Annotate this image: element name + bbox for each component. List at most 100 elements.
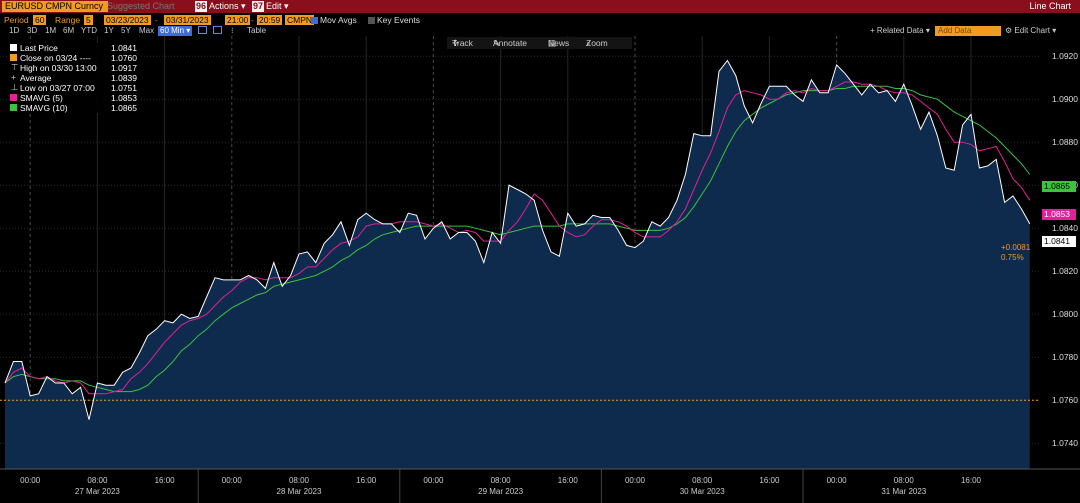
date-label: 31 Mar 2023 [881,487,927,496]
legend-last-price[interactable]: Last Price 1.0841 [8,43,139,53]
end-date-field[interactable]: 03/31/2023 [164,15,211,25]
range-hint[interactable]: 5 [84,15,93,25]
sma10-tag: 1.0865 [1042,181,1076,192]
legend-value: 1.0865 [111,103,137,113]
high-marker-icon: ⊤ [11,62,19,72]
date-label: 29 Mar 2023 [478,487,524,496]
price-line [4,59,1031,420]
y-tick-label: 1.0880 [1052,137,1078,148]
change-percent: 0.75% [1001,253,1024,262]
legend-low[interactable]: ⊥ Low on 03/27 07:00 1.0751 [8,82,139,93]
bar-style-icon[interactable] [213,26,222,36]
settings-icon: ⚙ [1005,26,1013,35]
end-time-field[interactable]: 20:59 [257,15,283,25]
y-tick-label: 1.0900 [1052,94,1078,105]
legend-label: Low on 03/27 07:00 [20,83,95,93]
x-tick-label: 00:00 [826,476,847,485]
range-3d-button[interactable]: 3D [27,26,38,35]
related-data-label: Related Data [876,26,924,35]
mov-avgs-label: Mov Avgs [320,15,357,25]
suggested-chart-label[interactable]: Suggested Chart [107,1,175,11]
y-tick-label: 1.0920 [1052,51,1078,62]
checkbox-checked-icon [311,17,318,24]
sma10-line [4,85,1031,393]
sma5-line [4,81,1031,395]
magenta-square-icon [10,94,17,101]
date-label: 30 Mar 2023 [679,487,725,496]
time-separator: - [251,15,254,25]
average-marker-icon: + [11,72,16,82]
x-tick-label: 16:00 [356,476,377,485]
annotate-label: Annotate [493,38,528,48]
legend-close[interactable]: Close on 03/24 ---- 1.0760 [8,53,139,63]
legend-sma5[interactable]: SMAVG (5) 1.0853 [8,93,139,103]
legend-value: 1.0839 [111,73,137,83]
date-separator: - [155,15,158,25]
add-data-input[interactable]: Add Data [935,26,1001,36]
actions-menu[interactable]: 96 Actions ▾ [192,1,249,12]
edit-menu[interactable]: 97 Edit ▾ [249,1,292,12]
x-tick-label: 16:00 [960,476,982,485]
y-tick-label: 1.0820 [1052,266,1078,277]
legend-sma10[interactable]: SMAVG (10) 1.0865 [8,103,139,113]
range-1d-button[interactable]: 1D [9,26,20,35]
legend-value: 1.0853 [111,93,137,103]
last-price-tag: 1.0841 [1042,236,1076,247]
range-6m-button[interactable]: 6M [63,26,75,35]
legend-label: Close on 03/24 ---- [20,53,91,63]
y-tick-label: 1.0780 [1052,352,1078,363]
x-tick-label: 08:00 [288,476,310,485]
ticker-field[interactable]: EURUSD CMPN Curncy [2,1,108,12]
legend-label: Last Price [20,43,58,53]
x-tick-label: 08:00 [87,476,108,485]
line-style-icon[interactable] [198,26,207,36]
range-5y-button[interactable]: 5Y [121,26,131,35]
interval-label: 60 Min [160,26,185,35]
range-1m-button[interactable]: 1M [45,26,57,35]
legend-label: SMAVG (10) [20,103,68,113]
y-tick-label: 1.0760 [1052,395,1078,406]
interval-selector[interactable]: 60 Min ▾ [158,26,193,36]
start-date-field[interactable]: 03/23/2023 [104,15,151,25]
edit-chart-button[interactable]: ⚙ Edit Chart ▾ [1005,26,1057,35]
actions-label: Actions [209,1,239,11]
legend-value: 1.0760 [111,53,137,63]
table-button[interactable]: Table [247,26,267,35]
news-icon: ▤ [548,38,557,48]
related-data-menu[interactable]: + Related Data ▾ [870,26,930,35]
x-tick-label: 08:00 [893,476,914,485]
x-tick-label: 16:00 [557,476,578,485]
range-1y-button[interactable]: 1Y [104,26,114,35]
legend-high[interactable]: ⊤ High on 03/30 13:00 1.0917 [8,62,139,73]
pencil-icon: ✎ [493,38,501,48]
start-time-field[interactable]: 21:00 [225,15,251,25]
x-tick-label: 16:00 [759,476,780,485]
change-value: +0.0081 [1001,243,1031,252]
x-tick-label: 16:00 [154,476,175,485]
legend-average[interactable]: + Average 1.0839 [8,72,139,83]
zoom-label: Zoom [586,38,608,48]
legend-label: Average [20,73,52,83]
price-chart[interactable] [0,36,1080,503]
edit-number: 97 [252,1,265,12]
low-marker-icon: ⊥ [11,82,19,92]
magnifier-icon: ⌕ [586,38,591,48]
sma5-tag: 1.0853 [1042,209,1076,220]
news-label: News [548,38,570,48]
edit-chart-label: Edit Chart [1014,26,1050,35]
x-tick-label: 00:00 [624,476,646,485]
period-value[interactable]: 60 [33,15,47,25]
x-tick-label: 08:00 [692,476,713,485]
more-options-icon[interactable]: ⁝ [231,26,234,35]
chevron-down-icon: ▾ [241,1,246,11]
x-tick-label: 00:00 [20,476,41,485]
range-ytd-button[interactable]: YTD [81,26,97,35]
range-label: Range [55,15,81,25]
source-field[interactable]: CMPN [285,15,315,25]
mov-avgs-toggle[interactable]: Mov Avgs [311,15,357,25]
range-max-button[interactable]: Max [139,26,155,35]
key-events-toggle[interactable]: Key Events [368,15,420,25]
legend-value: 1.0841 [111,43,137,53]
settings-bar: Period 60 Range 5 03/23/2023 - 03/31/202… [0,14,1080,26]
green-square-icon [10,104,17,111]
